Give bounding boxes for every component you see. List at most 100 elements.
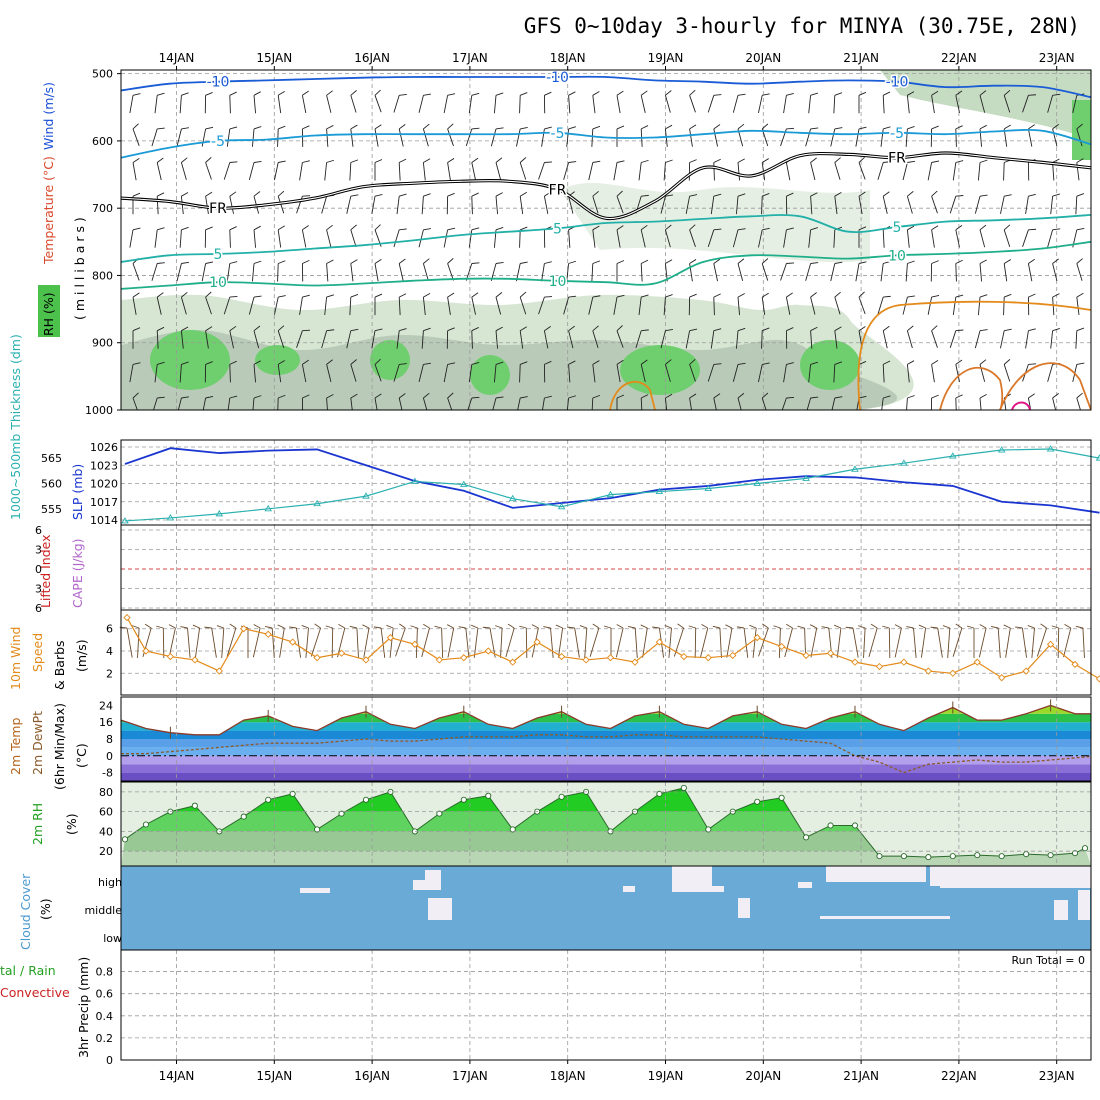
barb-staff bbox=[132, 263, 140, 281]
wind-barb bbox=[251, 260, 262, 282]
barb-flag bbox=[712, 625, 721, 629]
barb-staff bbox=[1072, 95, 1078, 113]
barb-flag bbox=[1076, 258, 1083, 264]
barb-flag bbox=[544, 261, 552, 264]
barb-flag bbox=[882, 191, 890, 197]
barb-staff bbox=[588, 296, 594, 315]
temperature-contour bbox=[121, 75, 1091, 99]
barb-staff bbox=[253, 330, 260, 349]
barb-staff bbox=[574, 627, 580, 658]
barb-flag bbox=[713, 258, 721, 264]
rh-marker bbox=[1081, 845, 1089, 852]
barb-staff bbox=[1052, 162, 1055, 181]
barb-staff bbox=[566, 397, 570, 410]
barb-staff bbox=[132, 297, 137, 315]
wind-barb bbox=[421, 327, 431, 349]
wind-barb bbox=[519, 92, 528, 114]
barb-flag bbox=[447, 227, 456, 231]
barb-flag bbox=[810, 624, 817, 629]
barb-flag bbox=[326, 125, 334, 130]
barb-flag bbox=[181, 326, 189, 332]
barb-staff bbox=[955, 364, 960, 383]
barb-flag bbox=[204, 626, 212, 629]
wind-barb bbox=[154, 92, 165, 114]
wind-barb bbox=[471, 157, 479, 181]
wind-barb bbox=[326, 259, 334, 282]
wind-barb-10m bbox=[603, 625, 612, 658]
barb-staff bbox=[664, 128, 668, 147]
barb-flag bbox=[907, 325, 914, 332]
thickness-tick-label: 565 bbox=[41, 452, 62, 465]
wind-barb bbox=[422, 292, 431, 316]
wind-barb bbox=[1003, 224, 1011, 248]
barb-flag bbox=[157, 227, 165, 231]
barb-staff bbox=[1003, 297, 1005, 316]
barb-flag bbox=[568, 126, 577, 130]
barb-flag bbox=[1076, 228, 1085, 231]
barb-staff bbox=[906, 95, 910, 114]
barb-staff bbox=[468, 95, 473, 114]
barb-staff bbox=[726, 627, 733, 658]
wind-barb bbox=[588, 295, 601, 315]
temperature-band bbox=[121, 722, 1091, 731]
wind-barb bbox=[180, 192, 189, 215]
wind-barb bbox=[1072, 228, 1085, 248]
wind-barb-10m bbox=[495, 625, 503, 658]
barb-staff bbox=[737, 263, 744, 282]
barb-staff bbox=[495, 162, 502, 181]
wind-barb bbox=[761, 193, 770, 215]
barb-staff bbox=[830, 128, 836, 147]
wind-speed-marker bbox=[1022, 667, 1030, 675]
barb-staff bbox=[447, 297, 451, 315]
wind-barb bbox=[858, 291, 866, 315]
barb-staff bbox=[331, 627, 334, 659]
barb-flag bbox=[762, 193, 770, 197]
barb-flag bbox=[1028, 293, 1036, 298]
barb-staff bbox=[931, 364, 935, 383]
barb-staff bbox=[374, 263, 379, 282]
wind-speed-marker bbox=[142, 647, 150, 655]
barb-flag bbox=[205, 291, 212, 298]
rh-marker bbox=[289, 790, 296, 797]
barb-staff bbox=[689, 229, 696, 247]
wind-barb bbox=[516, 396, 528, 410]
barb-flag bbox=[253, 295, 262, 298]
barb-flag bbox=[229, 126, 238, 130]
barb-flag bbox=[216, 625, 224, 629]
barb-flag bbox=[641, 259, 649, 264]
barb-flag bbox=[434, 625, 442, 629]
barb-staff bbox=[906, 364, 910, 383]
temperature-band bbox=[121, 764, 1091, 773]
rh-marker bbox=[876, 853, 883, 860]
barb-flag bbox=[883, 295, 891, 298]
slp-line bbox=[124, 447, 1100, 514]
barb-staff bbox=[471, 196, 473, 215]
barb-staff bbox=[947, 627, 951, 658]
barb-flag bbox=[641, 159, 649, 163]
barb-flag bbox=[253, 360, 261, 365]
barb-flag bbox=[181, 291, 188, 298]
barb-staff bbox=[398, 263, 404, 282]
barb-flag bbox=[688, 625, 696, 629]
barb-flag bbox=[713, 393, 721, 399]
barb-flag bbox=[374, 358, 381, 365]
wind-barb bbox=[616, 325, 624, 348]
barb-staff bbox=[326, 128, 329, 147]
barb-staff bbox=[168, 627, 176, 658]
barb-staff bbox=[541, 128, 545, 147]
barb-flag bbox=[1028, 228, 1037, 231]
barb-flag bbox=[641, 194, 649, 197]
barb-staff bbox=[1052, 263, 1058, 282]
barb-flag bbox=[1040, 623, 1047, 629]
barb-flag bbox=[507, 623, 515, 629]
barb-staff bbox=[1005, 627, 1011, 658]
rh-marker bbox=[142, 821, 149, 828]
barb-flag bbox=[883, 161, 891, 163]
barb-staff bbox=[783, 229, 787, 248]
cloud-gap bbox=[798, 882, 812, 888]
barb-staff bbox=[663, 297, 666, 316]
wind-barb-10m bbox=[858, 625, 866, 658]
wind-barb bbox=[495, 326, 503, 349]
